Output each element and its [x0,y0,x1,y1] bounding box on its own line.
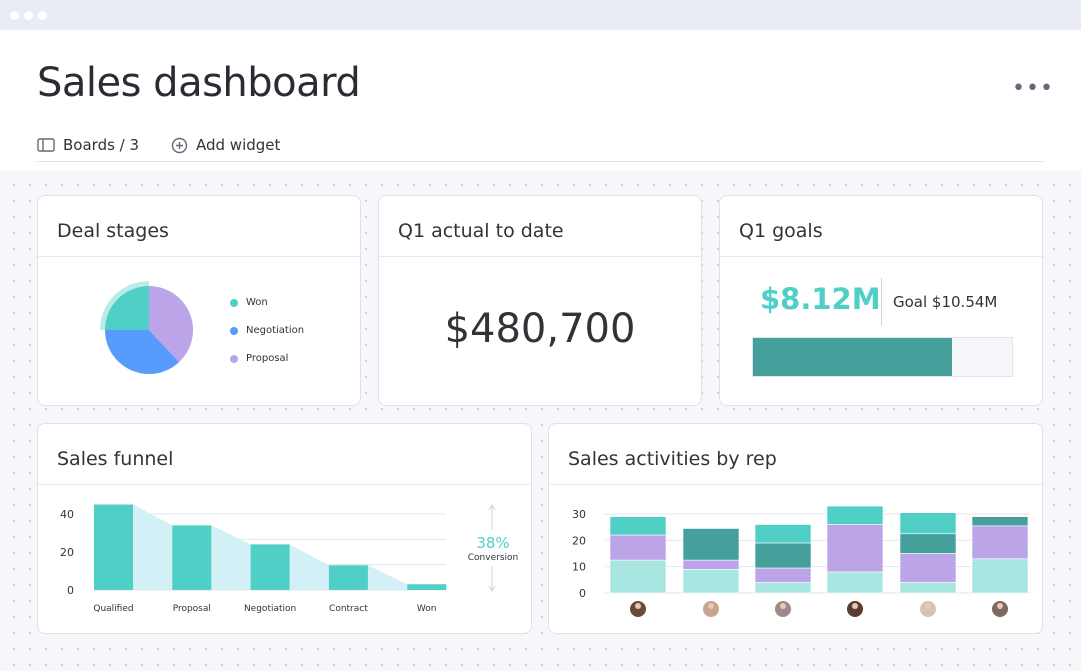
header-divider [37,161,1044,162]
sidebar-panel-icon [37,138,55,152]
boards-button[interactable]: Boards / 3 [37,136,139,154]
boards-label: Boards / 3 [63,136,140,154]
deal-stages-widget: Deal stages Won Negotiation Proposal [37,195,361,406]
window-dot [38,11,47,20]
conversion-label: Conversion [467,553,519,563]
q1-actual-widget: Q1 actual to date $480,700 [378,195,702,406]
goal-progress-fill [753,338,953,376]
window-title-bar [0,0,1081,30]
plus-circle-icon [171,137,188,153]
q1-goals-value: $8.12M [760,282,881,316]
q1-goals-widget: Q1 goals $8.12M Goal $10.54M [719,195,1043,406]
widget-title: Sales activities by rep [568,448,777,470]
divider [881,278,882,326]
add-widget-button[interactable]: Add widget [171,136,280,154]
conversion-value: 38% [476,534,510,552]
widget-title: Sales funnel [57,448,174,470]
add-widget-label: Add widget [196,136,281,154]
page-title: Sales dashboard [37,60,361,106]
legend-won: Won [230,297,268,308]
widget-title: Deal stages [57,220,169,242]
ellipsis-icon[interactable]: ••• [1012,76,1054,101]
sales-funnel-widget: Sales funnel 38% Conversion [37,423,532,634]
legend-proposal: Proposal [230,353,288,364]
window-dot [10,11,19,20]
window-dot [24,11,33,20]
goal-progress-bar [752,337,1013,377]
goal-label: Goal $10.54M [893,293,998,311]
widget-title: Q1 goals [739,220,823,242]
legend-negotiation: Negotiation [230,325,304,336]
widget-title: Q1 actual to date [398,220,564,242]
sales-activities-widget: Sales activities by rep [548,423,1043,634]
q1-actual-value: $480,700 [444,306,636,352]
